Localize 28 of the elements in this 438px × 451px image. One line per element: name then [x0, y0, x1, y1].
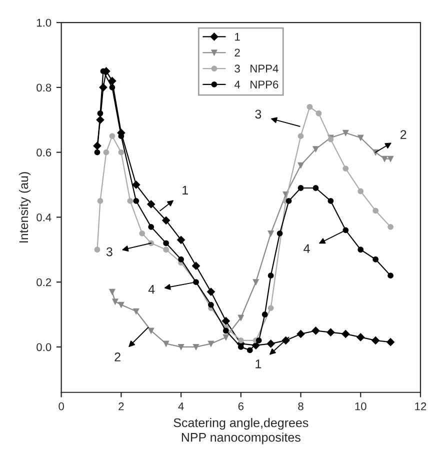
legend-label: 3 NPP4: [234, 64, 278, 73]
annotation: 4: [148, 285, 155, 294]
y-tick-label: 0.4: [36, 213, 52, 222]
x-tick-label: 2: [118, 402, 124, 410]
x-tick-label: 6: [238, 402, 244, 410]
legend-label: 1: [235, 32, 240, 41]
legend-label: 2: [234, 48, 240, 57]
x-tick-label: 10: [355, 402, 366, 410]
y-tick-label: 1.0: [37, 18, 52, 27]
y-axis-title: Intensity (au): [18, 172, 31, 242]
y-tick-label: 0.6: [36, 148, 52, 156]
x-tick-label: 4: [178, 402, 184, 410]
annotation: 4: [304, 244, 310, 253]
annotation: 2: [400, 130, 406, 139]
text: NPP nanocomposites: [182, 432, 300, 444]
y-tick-label: 0.2: [36, 278, 52, 286]
y-tick-label: 0.0: [36, 343, 52, 352]
y-tick-label: 0.8: [36, 84, 52, 92]
x-tick-label: 8: [298, 402, 304, 410]
annotation: 1: [182, 186, 188, 194]
annotation: 1: [256, 360, 262, 368]
annotation: 3: [106, 247, 112, 256]
annotation: 3: [255, 110, 262, 119]
x-tick-label: 12: [415, 402, 426, 410]
x-tick-label: 0: [58, 402, 64, 410]
x-axis-title: Scatering angle,degrees: [174, 418, 308, 430]
legend-label: 4 NPP6: [234, 80, 278, 88]
annotation: 2: [114, 352, 120, 362]
